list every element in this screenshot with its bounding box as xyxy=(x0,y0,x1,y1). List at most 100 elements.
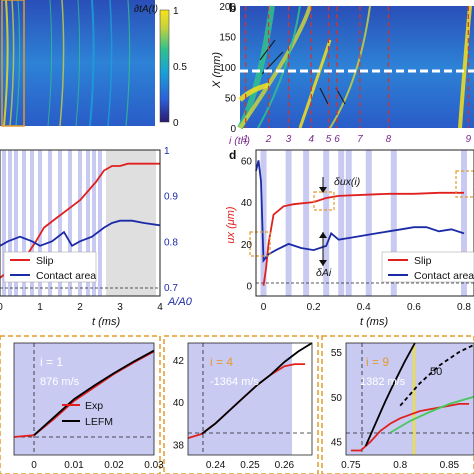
heatmap-a-stripe xyxy=(15,0,21,127)
legend-label-lefm: LEFM xyxy=(85,416,113,428)
x-tick-label-d: 0.8 xyxy=(457,302,471,313)
colorbar-ticks: 10.50 xyxy=(173,6,187,129)
y-tick-label-b: 0 xyxy=(230,124,236,135)
slip-band-c xyxy=(22,150,26,296)
heatmap-b-stripe xyxy=(319,87,329,105)
x-axis-e9: 0.75 0.8 0.85 xyxy=(341,460,459,471)
speed-e9: 1382 m/s xyxy=(360,376,406,388)
slip-band-c xyxy=(2,150,6,296)
series-e1 xyxy=(13,349,155,438)
slip-band-c xyxy=(58,150,62,296)
x-tick-label-e1: 0.01 xyxy=(64,460,84,471)
y-axis-label-d: ux (μm) xyxy=(225,206,237,244)
legend-label-contact-d: Contact area xyxy=(414,270,474,282)
event-label: 3 xyxy=(286,134,292,145)
legend-e1: Exp LEFM xyxy=(62,400,113,428)
heatmap-b-stripe xyxy=(329,5,371,129)
line-contact-area-d xyxy=(255,160,465,263)
x-axis-c: 0 1 2 3 4 xyxy=(0,302,163,313)
colorbar-tick-label: 0.5 xyxy=(173,62,187,73)
y-tick-label-e4: 40 xyxy=(173,398,185,409)
colorbar-tick-label: 0 xyxy=(173,118,179,129)
x-tick-label-e9: 0.85 xyxy=(440,460,460,471)
panel-d: d i (th) δux(i) δAi 60 40 20 0 ux (μm) 0 0.2… xyxy=(225,135,474,328)
heatmap-a-stripe xyxy=(75,0,81,127)
legend-d: Slip Contact area xyxy=(381,251,474,283)
y-tick-label-e4: 38 xyxy=(173,440,185,451)
line-lefm-e4 xyxy=(201,342,313,435)
y-tick-label-d: 20 xyxy=(241,240,253,251)
y-tick-label-d: 40 xyxy=(241,198,253,209)
slip-band-d xyxy=(285,150,292,296)
y2-axis-c: 1 0.9 0.8 0.7 xyxy=(164,146,178,294)
y-tick-label-d: 60 xyxy=(241,156,253,167)
y-axis-label-b: X (mm) xyxy=(211,52,223,89)
x-tick-label-e4: 0.26 xyxy=(275,460,295,471)
line-exp-e9 xyxy=(350,402,470,452)
x-tick-label-c: 3 xyxy=(117,302,123,313)
line-slip-c xyxy=(0,162,160,279)
slip-band-c xyxy=(78,150,82,296)
heatmap-a-highlight xyxy=(1,0,25,127)
slip-band-c xyxy=(8,150,12,296)
heatmap-a-stripe xyxy=(125,0,131,127)
x-tick-label-e1: 0.02 xyxy=(104,460,124,471)
slip-band-c xyxy=(14,150,18,296)
heatmap-a-stripe xyxy=(3,0,9,127)
legend-label-exp: Exp xyxy=(85,400,103,412)
y2-tick-label-c: 0.9 xyxy=(164,192,178,203)
y2-tick-label-c: 1 xyxy=(164,146,170,157)
x-tick-label-e1: 0 xyxy=(31,460,37,471)
heatmap-b-stripe xyxy=(238,5,312,130)
panel-c: 0 1 2 3 4 t (ms) 1 0.9 0.8 0.7 A/A0 Slip Contac… xyxy=(0,146,193,328)
x-tick-label-c: 4 xyxy=(157,302,163,313)
y-axis-e4: 42 40 38 xyxy=(173,356,185,452)
y2-tick-label-c: 0.7 xyxy=(164,283,178,294)
y-tick-label-e9: 45 xyxy=(331,438,343,449)
slip-band-c xyxy=(30,150,34,296)
x-axis-label-d: t (ms) xyxy=(360,316,388,328)
y-tick-label-b: 200 xyxy=(219,2,236,13)
annotation-arrows xyxy=(319,177,327,266)
x-tick-label-e1: 0.03 xyxy=(144,460,164,471)
slip-band-d xyxy=(323,150,330,296)
line-slip-d xyxy=(262,191,464,286)
panel-e9-frame xyxy=(321,335,474,474)
slip-band-d xyxy=(461,150,467,296)
speed-e4: -1364 m/s xyxy=(210,376,259,388)
x-axis-d: 0 0.2 0.4 0.6 0.8 xyxy=(261,302,472,313)
heatmap-a-stripe xyxy=(89,0,95,127)
plot-frame-d xyxy=(255,149,474,297)
slip-band-d xyxy=(338,150,345,296)
x-axis-label-c: t (ms) xyxy=(92,316,120,328)
panel-e4: i = 4 -1364 m/s 42 40 38 0.24 0.25 0.26 xyxy=(163,335,319,474)
slip-band-d xyxy=(365,150,372,296)
heatmap-a-stripe xyxy=(59,0,65,127)
x-axis-e4: 0.24 0.25 0.26 xyxy=(206,460,295,471)
x-tick-label-e4: 0.25 xyxy=(240,460,260,471)
panel-d-letter: d xyxy=(229,148,236,162)
zoom-box-1 xyxy=(249,231,271,257)
series-e4 xyxy=(187,342,313,439)
x-tick-label-d: 0.6 xyxy=(407,302,421,313)
line-contact-area-c xyxy=(0,219,161,248)
legend-label-slip-c: Slip xyxy=(36,255,54,267)
slip-band-d xyxy=(303,150,310,296)
colorbar xyxy=(159,9,170,123)
y-axis-b: 200 150 100 50 0 xyxy=(219,2,236,135)
event-label: 7 xyxy=(357,134,363,145)
series-c xyxy=(0,162,161,279)
slip-bands-c xyxy=(2,150,102,296)
plot-bg-e1 xyxy=(14,343,154,455)
slip-band-d xyxy=(390,150,397,296)
line-fit-e9 xyxy=(389,395,474,434)
event-lines xyxy=(245,6,469,128)
line-lefm-e9 xyxy=(364,342,416,447)
panel-e1-frame xyxy=(0,335,161,474)
x-tick-label-c: 1 xyxy=(37,302,43,313)
white-tail-e4 xyxy=(292,343,312,455)
panel-e1: i = 1 876 m/s Exp LEFM 0 0.01 0.02 0.03 xyxy=(0,335,164,474)
i-label-e4: i = 4 xyxy=(210,355,233,369)
